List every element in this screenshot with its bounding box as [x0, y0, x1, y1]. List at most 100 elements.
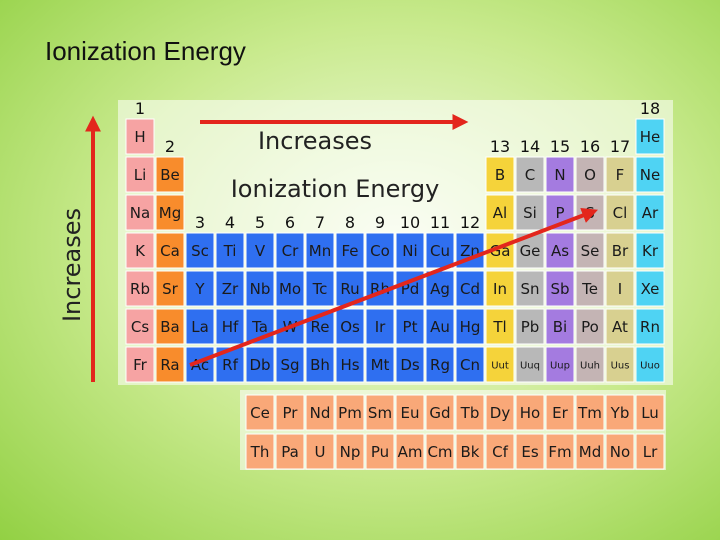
element-symbol: Ar [642, 204, 659, 222]
group-number: 2 [165, 137, 175, 156]
element-symbol: Uuh [580, 361, 600, 372]
element-symbol: Es [521, 443, 538, 461]
element-cell [605, 270, 635, 307]
element-symbol: Hf [222, 318, 239, 336]
element-symbol: Pt [403, 318, 418, 336]
element-cell [635, 156, 665, 193]
element-symbol: Nd [310, 404, 331, 422]
element-symbol: Tb [460, 404, 480, 422]
element-symbol: Ra [160, 356, 179, 374]
element-cell [395, 346, 425, 383]
element-cell [545, 270, 575, 307]
element-symbol: As [551, 242, 569, 260]
element-cell [455, 346, 485, 383]
element-cell [455, 394, 485, 431]
element-cell [125, 232, 155, 269]
element-symbol: In [493, 280, 507, 298]
element-symbol: K [135, 242, 146, 260]
element-symbol: Uut [491, 361, 509, 372]
element-symbol: Br [612, 242, 629, 260]
element-symbol: Ir [375, 318, 386, 336]
element-cell [605, 394, 635, 431]
element-cell [575, 308, 605, 345]
element-cell [365, 433, 395, 470]
element-cell [425, 270, 455, 307]
element-cell [185, 346, 215, 383]
group-number: 10 [400, 213, 420, 232]
vertical-label: Increases [58, 208, 86, 322]
element-cell [155, 194, 185, 231]
element-symbol: Os [340, 318, 360, 336]
element-symbol: P [555, 204, 564, 222]
diagonal-arrow [189, 207, 598, 367]
element-symbol: Cf [492, 443, 508, 461]
element-cell [275, 308, 305, 345]
element-symbol: Hs [340, 356, 359, 374]
element-cell [515, 394, 545, 431]
element-cell [605, 232, 635, 269]
element-cell [545, 394, 575, 431]
element-symbol: Tl [492, 318, 506, 336]
element-cell [155, 308, 185, 345]
element-symbol: Rb [130, 280, 150, 298]
element-symbol: F [616, 166, 625, 184]
element-symbol: U [315, 443, 326, 461]
element-cell [545, 433, 575, 470]
element-symbol: Sb [550, 280, 569, 298]
element-symbol: Ce [250, 404, 270, 422]
group-number: 4 [225, 213, 235, 232]
element-cell [125, 346, 155, 383]
element-symbol: Be [160, 166, 180, 184]
element-cell [455, 308, 485, 345]
element-cell [125, 118, 155, 155]
element-cell [155, 346, 185, 383]
element-symbol: Po [581, 318, 599, 336]
element-symbol: Ho [520, 404, 540, 422]
element-cell [635, 346, 665, 383]
element-cell [425, 394, 455, 431]
element-symbol: Db [249, 356, 270, 374]
element-cell [125, 194, 155, 231]
element-cell [425, 346, 455, 383]
element-cell [515, 156, 545, 193]
element-cell [635, 394, 665, 431]
element-symbol: Ds [400, 356, 420, 374]
element-symbol: Gd [429, 404, 450, 422]
element-symbol: Fm [548, 443, 571, 461]
element-cell [275, 270, 305, 307]
element-symbol: Sm [368, 404, 392, 422]
element-cell [365, 346, 395, 383]
element-cell [605, 156, 635, 193]
element-cell [185, 270, 215, 307]
element-cell [545, 156, 575, 193]
element-symbol: Er [552, 404, 568, 422]
slide-title: Ionization Energy [45, 36, 246, 66]
element-symbol: Uuo [640, 361, 660, 372]
element-symbol: Y [194, 280, 205, 298]
element-symbol: Th [250, 443, 270, 461]
element-cell [485, 433, 515, 470]
element-symbol: Ru [340, 280, 359, 298]
element-cell [335, 346, 365, 383]
element-symbol: Uuq [520, 361, 540, 372]
element-symbol: V [255, 242, 266, 260]
element-symbol: Pa [281, 443, 299, 461]
element-cell [635, 118, 665, 155]
element-symbol: La [191, 318, 209, 336]
element-symbol: Rg [430, 356, 450, 374]
element-symbol: O [584, 166, 596, 184]
element-cell [575, 394, 605, 431]
group-number: 11 [430, 213, 450, 232]
element-symbol: Rn [640, 318, 660, 336]
element-cell [395, 308, 425, 345]
periodic-table: HHeLiBeBCNOFNeNaMgAlSiPSClArKCaScTiVCrMn… [125, 99, 665, 470]
element-cell [485, 308, 515, 345]
element-cell [335, 232, 365, 269]
group-number: 1 [135, 99, 145, 118]
element-symbol: Au [430, 318, 450, 336]
element-cell [575, 270, 605, 307]
element-cell [425, 308, 455, 345]
element-cell [545, 308, 575, 345]
element-symbol: Sn [520, 280, 539, 298]
element-cell [575, 156, 605, 193]
